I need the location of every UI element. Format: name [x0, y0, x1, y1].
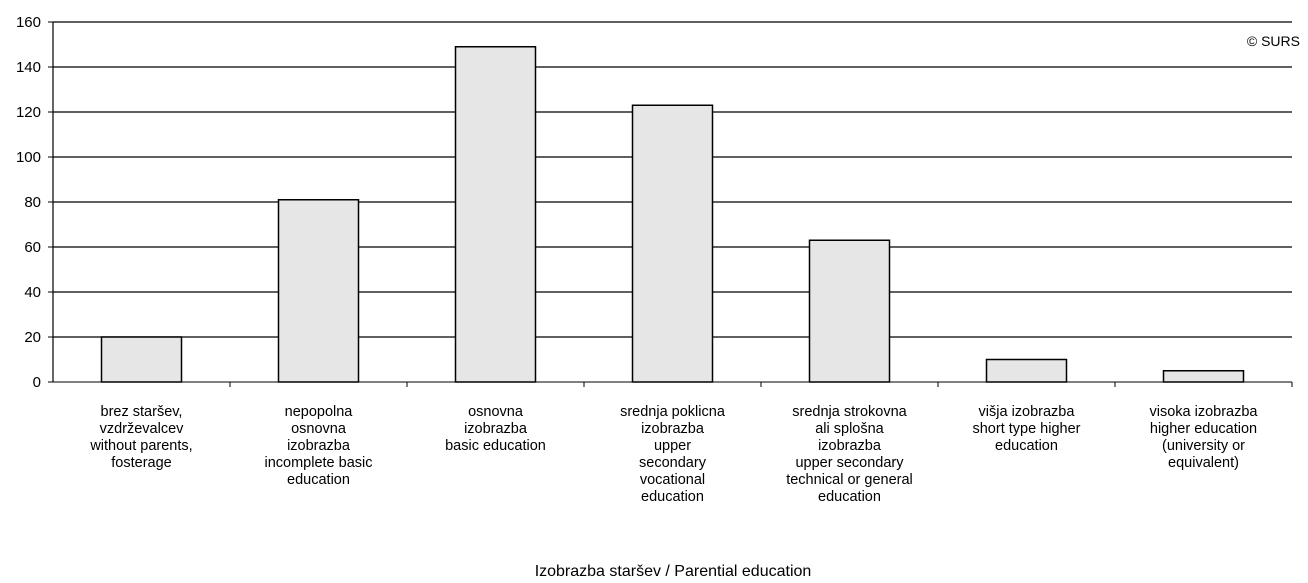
- y-tick-label: 120: [16, 104, 41, 121]
- y-tick-label: 160: [16, 14, 41, 31]
- category-labels: brez staršev, vzdrževalcev without parents…: [89, 404, 1258, 505]
- y-tick-label: 60: [24, 239, 41, 256]
- bars: [100, 46, 1245, 383]
- category-label: nepopolna osnovna izobrazba incomplete basi…: [265, 404, 373, 488]
- y-tick-label: 140: [16, 59, 41, 76]
- y-tick-label: 80: [24, 194, 41, 211]
- category-label: srednja poklicna izobrazba upper secondary v…: [620, 404, 726, 505]
- bar: [808, 239, 891, 383]
- y-tick-label: 100: [16, 149, 41, 166]
- bar: [100, 336, 183, 383]
- y-tick-label: 40: [24, 284, 41, 301]
- category-label: osnovna izobrazba basic education: [445, 404, 546, 454]
- bar: [454, 46, 537, 383]
- bar: [985, 358, 1068, 383]
- y-tick-label: 0: [33, 374, 41, 391]
- category-label: višja izobrazba short type higher educatio…: [972, 404, 1080, 454]
- category-label: visoka izobrazba higher education (univers…: [1150, 404, 1259, 471]
- y-tick-labels: 0 20 40 60 80 100 120 140 160: [16, 14, 41, 391]
- category-label: srednja strokovna ali splošna izobrazba upp…: [786, 404, 913, 505]
- bar: [631, 104, 714, 383]
- bar: [277, 199, 360, 383]
- copyright-annotation: © SURS: [1247, 33, 1300, 49]
- y-tick-label: 20: [24, 329, 41, 346]
- x-axis-label: Izobrazba staršev / Parential education: [535, 563, 812, 580]
- bar: [1162, 370, 1245, 383]
- axes: [48, 21, 1293, 387]
- category-label: brez staršev, vzdrževalcev without parents…: [89, 404, 192, 471]
